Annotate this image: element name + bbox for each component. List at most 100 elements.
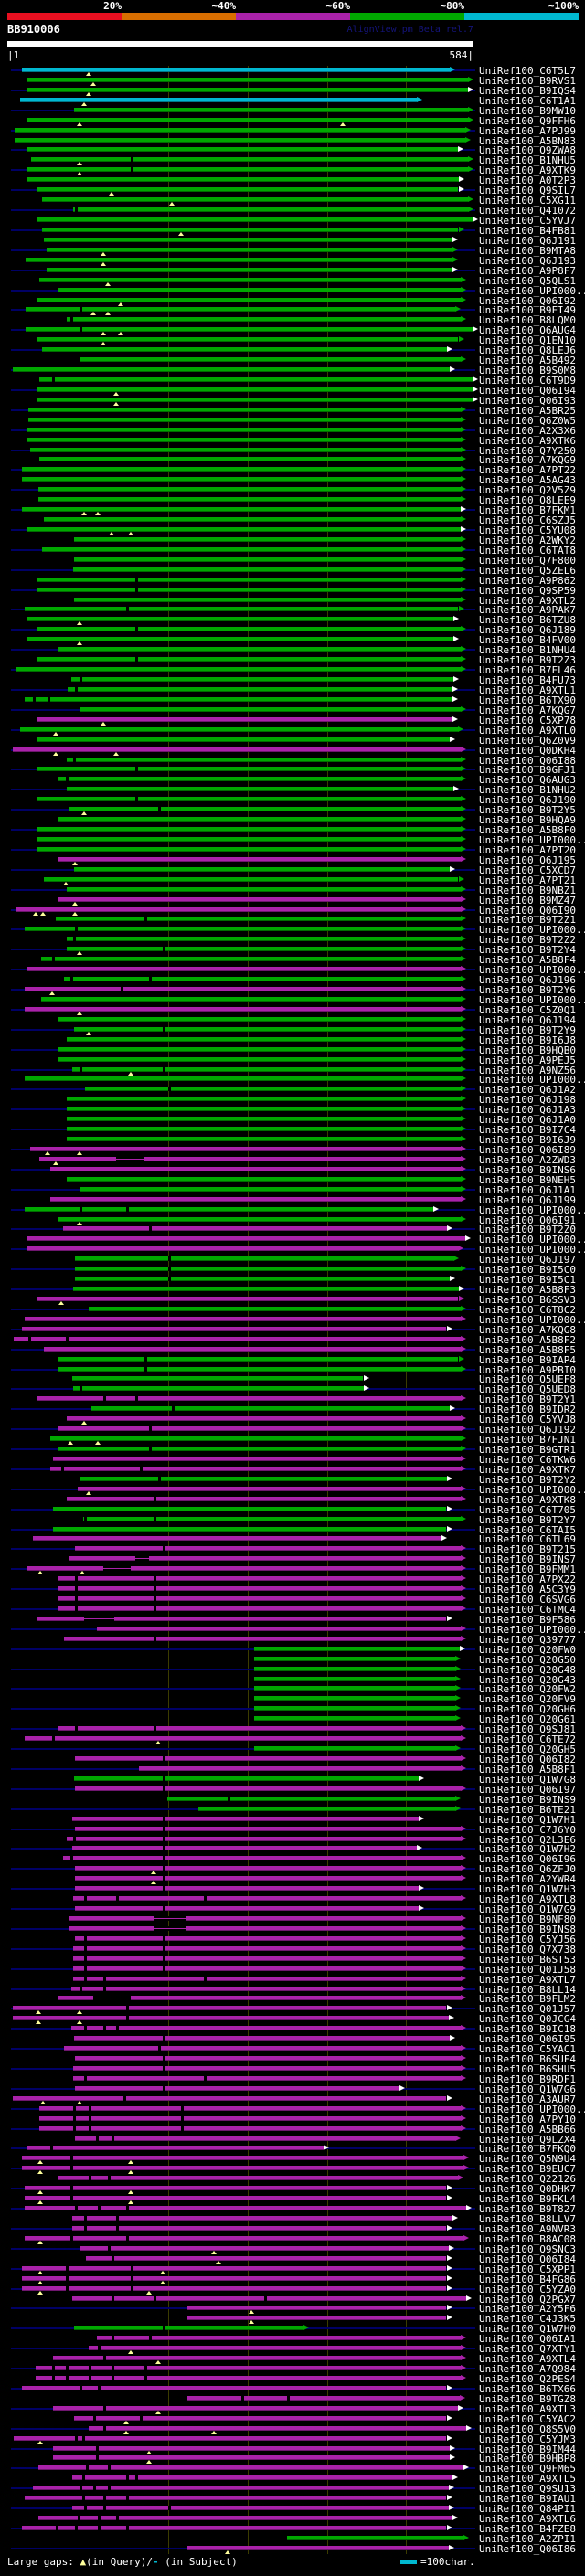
alignment-row[interactable]: UniRef100_A5BR25 (0, 406, 585, 416)
alignment-bar[interactable] (75, 1935, 462, 1941)
subject-label[interactable]: UniRef100_B9T2Z3 (479, 654, 576, 667)
alignment-row[interactable]: UniRef100_UPI000.. (0, 1235, 585, 1245)
subject-label[interactable]: UniRef100_Q6J194 (479, 1013, 576, 1026)
alignment-row[interactable]: UniRef100_Q2PGX7 (0, 2295, 585, 2305)
alignment-bar[interactable] (12, 367, 450, 373)
alignment-bar[interactable] (66, 1107, 462, 1112)
alignment-bar[interactable] (15, 137, 466, 143)
alignment-bar[interactable] (25, 327, 473, 333)
alignment-bar[interactable] (37, 716, 452, 722)
alignment-bar[interactable] (33, 2486, 450, 2491)
subject-label[interactable]: UniRef100_B8AC08 (479, 2232, 576, 2245)
alignment-row[interactable]: UniRef100_Q20G48 (0, 1665, 585, 1675)
alignment-row[interactable]: UniRef100_A5B8F1 (0, 1765, 585, 1775)
alignment-bar[interactable] (49, 1166, 462, 1171)
subject-label[interactable]: UniRef100_B6TX66 (479, 2382, 576, 2395)
alignment-row[interactable]: UniRef100_B9FKL4 (0, 2193, 585, 2206)
alignment-row[interactable]: UniRef100_A7PT22 (0, 465, 585, 475)
alignment-bar[interactable] (77, 1486, 462, 1491)
subject-label[interactable]: UniRef100_B9T2Z1 (479, 914, 576, 927)
alignment-row[interactable]: UniRef100_A9XTL0 (0, 726, 585, 736)
alignment-bar[interactable] (39, 277, 462, 282)
alignment-bar[interactable] (37, 827, 462, 832)
alignment-row[interactable]: UniRef100_B8AC08 (0, 2234, 585, 2244)
alignment-row[interactable]: UniRef100_Q5QLS1 (0, 276, 585, 286)
alignment-bar[interactable] (80, 1186, 462, 1192)
alignment-row[interactable]: UniRef100_Q6J190 (0, 795, 585, 805)
alignment-bar[interactable] (41, 197, 468, 203)
alignment-bar[interactable] (74, 597, 462, 602)
subject-label[interactable]: UniRef100_A9XTL2 (479, 594, 576, 607)
subject-label[interactable]: UniRef100_Q06I95 (479, 2033, 576, 2046)
alignment-row[interactable]: UniRef100_C5YJ56 (0, 1935, 585, 1945)
subject-label[interactable]: UniRef100_B9F586 (479, 1613, 576, 1626)
alignment-row[interactable]: UniRef100_A2WKY2 (0, 535, 585, 546)
alignment-row[interactable]: UniRef100_A9PBI0 (0, 1365, 585, 1375)
alignment-row[interactable]: UniRef100_B9IC18 (0, 2024, 585, 2034)
subject-label[interactable]: UniRef100_A9XTL4 (479, 2353, 576, 2366)
subject-label[interactable]: UniRef100_Q6J195 (479, 853, 576, 866)
alignment-row[interactable]: UniRef100_Q20FW2 (0, 1684, 585, 1694)
alignment-row[interactable]: UniRef100_Q06I93 (0, 396, 585, 406)
subject-label[interactable]: UniRef100_A7KQG9 (479, 454, 576, 467)
alignment-row[interactable]: UniRef100_B9T2Y9 (0, 1025, 585, 1035)
alignment-row[interactable]: UniRef100_B9FI49 (0, 305, 585, 316)
alignment-row[interactable]: UniRef100_B6TX90 (0, 695, 585, 705)
subject-label[interactable]: UniRef100_B1NHU2 (479, 784, 576, 797)
alignment-row[interactable]: UniRef100_C7J6Y0 (0, 1825, 585, 1835)
subject-label[interactable]: UniRef100_B6ST53 (479, 1953, 576, 1966)
alignment-row[interactable]: UniRef100_B8LLV7 (0, 2214, 585, 2224)
alignment-bar[interactable] (85, 1087, 462, 1092)
alignment-bar[interactable] (24, 2206, 467, 2211)
alignment-bar[interactable] (66, 947, 462, 952)
alignment-row[interactable]: UniRef100_C5XG11 (0, 196, 585, 207)
alignment-row[interactable]: UniRef100_C5Z0Q1 (0, 1005, 585, 1015)
subject-label[interactable]: UniRef100_B6TX90 (479, 694, 576, 706)
alignment-bar[interactable] (66, 1097, 462, 1102)
subject-label[interactable]: UniRef100_Q7Y250 (479, 444, 576, 457)
alignment-bar[interactable] (38, 2465, 463, 2471)
alignment-bar[interactable] (187, 2316, 447, 2321)
subject-label[interactable]: UniRef100_B9FKL4 (479, 2193, 576, 2206)
alignment-bar[interactable] (58, 1586, 462, 1592)
alignment-bar[interactable] (24, 607, 459, 612)
alignment-row[interactable]: UniRef100_B7FKM1 (0, 505, 585, 516)
alignment-row[interactable]: UniRef100_B6ST53 (0, 1955, 585, 1965)
alignment-bar[interactable] (71, 2506, 450, 2511)
alignment-row[interactable]: UniRef100_B9INS7 (0, 1554, 585, 1564)
alignment-bar[interactable] (64, 1636, 462, 1641)
alignment-row[interactable]: UniRef100_B9MZ47 (0, 896, 585, 906)
alignment-bar[interactable] (29, 1146, 462, 1151)
alignment-row[interactable]: UniRef100_Q9SP59 (0, 586, 585, 596)
subject-label[interactable]: UniRef100_B9INS6 (479, 1163, 576, 1176)
alignment-row[interactable]: UniRef100_C6T9D9 (0, 376, 585, 386)
subject-label[interactable]: UniRef100_UPI000.. (479, 1623, 585, 1636)
alignment-row[interactable]: UniRef100_Q1W7G6 (0, 2084, 585, 2094)
subject-label[interactable]: UniRef100_Q1W7G6 (479, 2083, 576, 2095)
alignment-bar[interactable] (71, 1846, 417, 1851)
alignment-row[interactable]: UniRef100_B6SUF4 (0, 2054, 585, 2064)
subject-label[interactable]: UniRef100_A5BR25 (479, 404, 576, 417)
alignment-row[interactable]: UniRef100_B9T2Z1 (0, 915, 585, 925)
alignment-bar[interactable] (187, 2395, 461, 2401)
subject-label[interactable]: UniRef100_B9I5C1 (479, 1274, 576, 1287)
alignment-row[interactable]: UniRef100_A9XTL2 (0, 596, 585, 606)
alignment-row[interactable]: UniRef100_B9RDF1 (0, 2074, 585, 2084)
alignment-bar[interactable] (22, 2265, 447, 2271)
subject-label[interactable]: UniRef100_B6SSV3 (479, 1294, 576, 1306)
alignment-row[interactable]: UniRef100_B9T2Y6 (0, 985, 585, 996)
alignment-bar[interactable] (66, 886, 462, 892)
subject-label[interactable]: UniRef100_Q20GH6 (479, 1703, 576, 1716)
subject-label[interactable]: UniRef100_A5B8F2 (479, 1333, 576, 1346)
alignment-bar[interactable] (254, 1696, 456, 1701)
alignment-bar[interactable] (24, 987, 462, 992)
alignment-bar[interactable] (74, 1776, 420, 1781)
alignment-bar[interactable] (58, 1726, 462, 1732)
alignment-row[interactable]: UniRef100_B9T2Y2 (0, 1475, 585, 1485)
alignment-bar[interactable] (22, 2166, 463, 2171)
subject-label[interactable]: UniRef100_Q6J1A3 (479, 1104, 576, 1117)
alignment-bar[interactable] (75, 1906, 420, 1912)
subject-label[interactable]: UniRef100_Q2V5Z9 (479, 484, 576, 497)
alignment-row[interactable]: UniRef100_A7PT21 (0, 875, 585, 885)
alignment-bar[interactable] (58, 817, 462, 822)
